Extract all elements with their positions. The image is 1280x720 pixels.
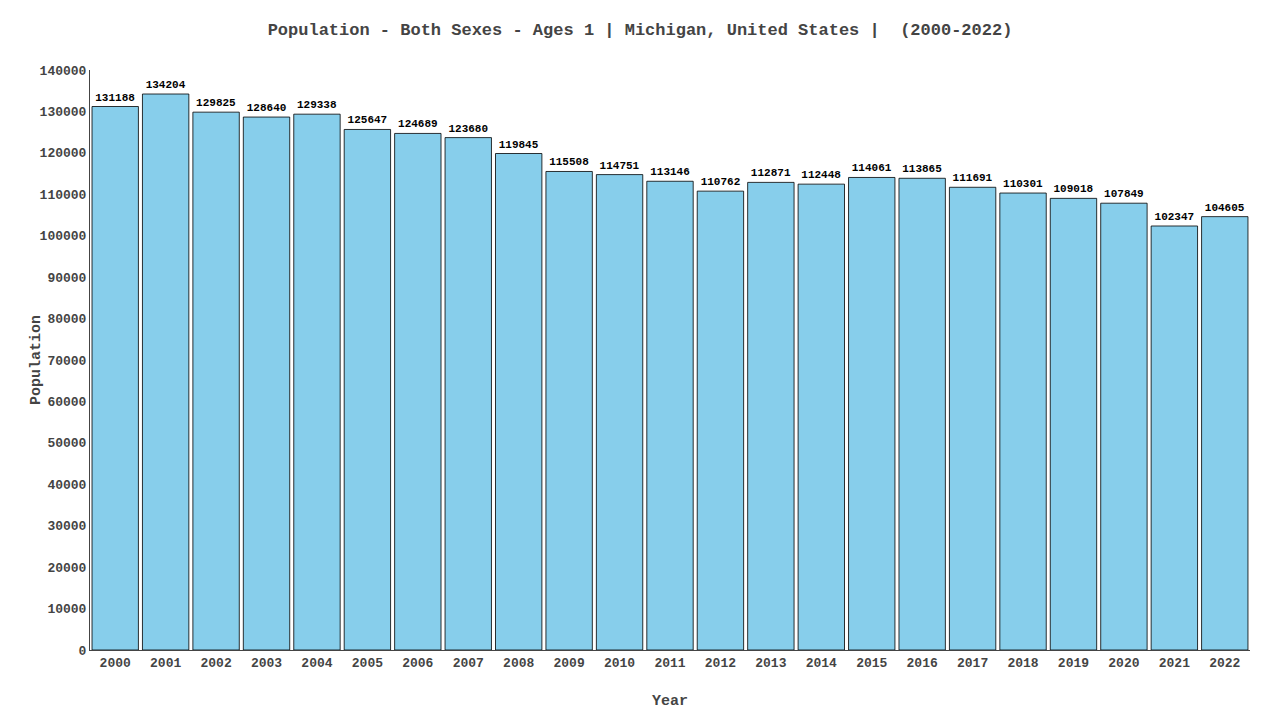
svg-text:2007: 2007 [453,656,484,671]
svg-text:2006: 2006 [402,656,433,671]
svg-text:2002: 2002 [200,656,231,671]
svg-text:2017: 2017 [957,656,988,671]
svg-text:114061: 114061 [852,162,892,174]
svg-text:119845: 119845 [499,139,539,151]
svg-text:70000: 70000 [47,354,86,369]
svg-text:2015: 2015 [856,656,887,671]
svg-text:2001: 2001 [150,656,181,671]
svg-text:2012: 2012 [705,656,736,671]
svg-text:107849: 107849 [1104,188,1144,200]
svg-text:120000: 120000 [40,146,87,161]
svg-text:110762: 110762 [701,176,741,188]
svg-text:2005: 2005 [352,656,383,671]
svg-text:0: 0 [79,644,87,659]
svg-text:2022: 2022 [1209,656,1240,671]
svg-text:40000: 40000 [47,478,86,493]
svg-text:2003: 2003 [251,656,282,671]
svg-text:112448: 112448 [801,169,841,181]
svg-text:2014: 2014 [806,656,837,671]
svg-text:125647: 125647 [348,114,388,126]
svg-text:2000: 2000 [100,656,131,671]
svg-text:100000: 100000 [40,229,87,244]
svg-text:90000: 90000 [47,271,86,286]
svg-text:Population - Both Sexes - Ages: Population - Both Sexes - Ages 1 | Michi… [268,21,1013,40]
svg-text:50000: 50000 [47,436,86,451]
svg-text:10000: 10000 [47,602,86,617]
svg-text:129825: 129825 [196,97,236,109]
svg-text:129338: 129338 [297,99,337,111]
svg-text:102347: 102347 [1155,211,1195,223]
svg-text:104605: 104605 [1205,202,1245,214]
svg-text:2008: 2008 [503,656,534,671]
svg-text:2004: 2004 [301,656,332,671]
svg-text:60000: 60000 [47,395,86,410]
svg-text:2020: 2020 [1108,656,1139,671]
svg-text:80000: 80000 [47,312,86,327]
svg-text:2018: 2018 [1007,656,1038,671]
svg-text:2019: 2019 [1058,656,1089,671]
svg-text:131188: 131188 [95,92,135,104]
svg-text:128640: 128640 [247,102,287,114]
svg-text:113865: 113865 [902,163,942,175]
svg-text:109018: 109018 [1053,183,1093,195]
svg-text:130000: 130000 [40,105,87,120]
svg-text:2016: 2016 [907,656,938,671]
svg-text:112871: 112871 [751,167,791,179]
svg-text:113146: 113146 [650,166,690,178]
svg-text:2021: 2021 [1159,656,1190,671]
svg-text:2009: 2009 [554,656,585,671]
svg-text:134204: 134204 [146,79,186,91]
svg-text:30000: 30000 [47,519,86,534]
svg-text:Population: Population [28,315,45,405]
svg-text:20000: 20000 [47,561,86,576]
svg-text:124689: 124689 [398,118,438,130]
svg-text:140000: 140000 [40,64,87,79]
svg-text:114751: 114751 [600,160,640,172]
svg-text:110301: 110301 [1003,178,1043,190]
svg-text:123680: 123680 [448,123,488,135]
svg-text:111691: 111691 [953,172,993,184]
svg-text:Year: Year [652,693,688,710]
svg-text:2011: 2011 [654,656,685,671]
svg-text:110000: 110000 [40,188,87,203]
svg-text:2010: 2010 [604,656,635,671]
svg-text:115508: 115508 [549,156,589,168]
svg-text:2013: 2013 [755,656,786,671]
